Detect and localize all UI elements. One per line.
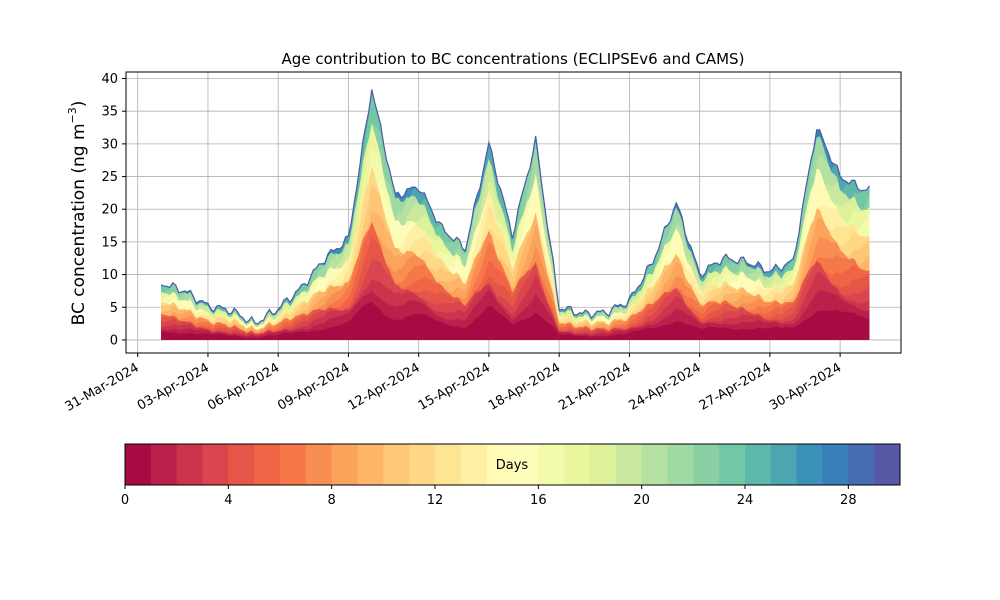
colorbar-tick-label: 20: [633, 493, 650, 508]
y-axis: 0 5 10 15 20 25 30 35 40: [101, 72, 126, 348]
colorbar-cell: [280, 444, 307, 485]
colorbar-cell: [770, 444, 798, 485]
colorbar-cell: [357, 444, 384, 485]
x-tick-label: 24-Apr-2024: [627, 360, 704, 413]
colorbar-cell: [564, 444, 591, 485]
colorbar-tick-label: 8: [328, 493, 336, 508]
y-tick-label: 25: [101, 170, 118, 185]
colorbar-cell: [693, 444, 720, 485]
x-tick-label: 30-Apr-2024: [767, 360, 844, 413]
x-tick-label: 12-Apr-2024: [346, 360, 423, 413]
colorbar-cell: [822, 444, 849, 485]
colorbar-cell: [590, 444, 617, 485]
colorbar-cell: [745, 444, 772, 485]
x-tick-label: 03-Apr-2024: [135, 360, 212, 413]
y-tick-label: 20: [101, 203, 118, 218]
chart-title: Age contribution to BC concentrations (E…: [282, 50, 745, 68]
colorbar-ticks: 0 4 8 12 16 20 24 28: [121, 485, 857, 508]
colorbar-cell: [667, 444, 694, 485]
axes-frame: [125, 71, 902, 354]
colorbar-frame: [124, 443, 901, 486]
colorbar-tick-label: 0: [121, 493, 129, 508]
colorbar-cell: [641, 444, 668, 485]
y-tick-label: 15: [101, 235, 118, 250]
colorbar-cell: [254, 444, 281, 485]
colorbar-tick-label: 24: [737, 493, 754, 508]
colorbar-tick-label: 28: [840, 493, 857, 508]
x-tick-label: 31-Mar-2024: [63, 360, 142, 414]
colorbar-cell: [435, 444, 462, 485]
y-tick-label: 5: [110, 301, 118, 316]
colorbar-cell: [615, 444, 643, 485]
colorbar-cell: [848, 444, 875, 485]
colorbar-cell: [512, 444, 539, 485]
y-tick-label: 35: [101, 105, 118, 120]
colorbar-cells: [125, 444, 901, 485]
colorbar: Days 0 4 8 12 16 20 24 28: [121, 443, 901, 508]
x-axis: 31-Mar-202403-Apr-202406-Apr-202409-Apr-…: [63, 353, 844, 415]
colorbar-cell: [538, 444, 565, 485]
x-tick-label: 09-Apr-2024: [275, 360, 352, 413]
y-tick-label: 0: [110, 333, 118, 348]
y-tick-label: 10: [101, 268, 118, 283]
colorbar-cell: [719, 444, 746, 485]
colorbar-cell: [486, 444, 513, 485]
colorbar-tick-label: 4: [224, 493, 232, 508]
x-tick-label: 18-Apr-2024: [486, 360, 563, 413]
y-tick-label: 30: [101, 137, 118, 152]
colorbar-cell: [305, 444, 333, 485]
x-tick-label: 21-Apr-2024: [556, 360, 633, 413]
x-tick-label: 15-Apr-2024: [416, 360, 493, 413]
age-band-0-days: [161, 301, 870, 340]
colorbar-cell: [176, 444, 203, 485]
colorbar-cell: [150, 444, 178, 485]
colorbar-tick-label: 12: [427, 493, 444, 508]
colorbar-cell: [796, 444, 823, 485]
colorbar-cell: [228, 444, 255, 485]
total-concentration-line: [160, 89, 870, 325]
colorbar-cell: [125, 444, 152, 485]
colorbar-label: Days: [496, 458, 529, 473]
colorbar-cell: [409, 444, 436, 485]
colorbar-cell: [202, 444, 229, 485]
colorbar-cell: [331, 444, 358, 485]
y-tick-label: 40: [101, 72, 118, 87]
colorbar-cell: [460, 444, 488, 485]
colorbar-tick-label: 16: [530, 493, 547, 508]
y-axis-label: BC concentration (ng m−3): [66, 101, 89, 326]
colorbar-cell: [874, 444, 901, 485]
colorbar-cell: [383, 444, 410, 485]
age-bands: [160, 89, 870, 340]
x-tick-label: 27-Apr-2024: [697, 360, 774, 413]
x-tick-label: 06-Apr-2024: [205, 360, 282, 413]
